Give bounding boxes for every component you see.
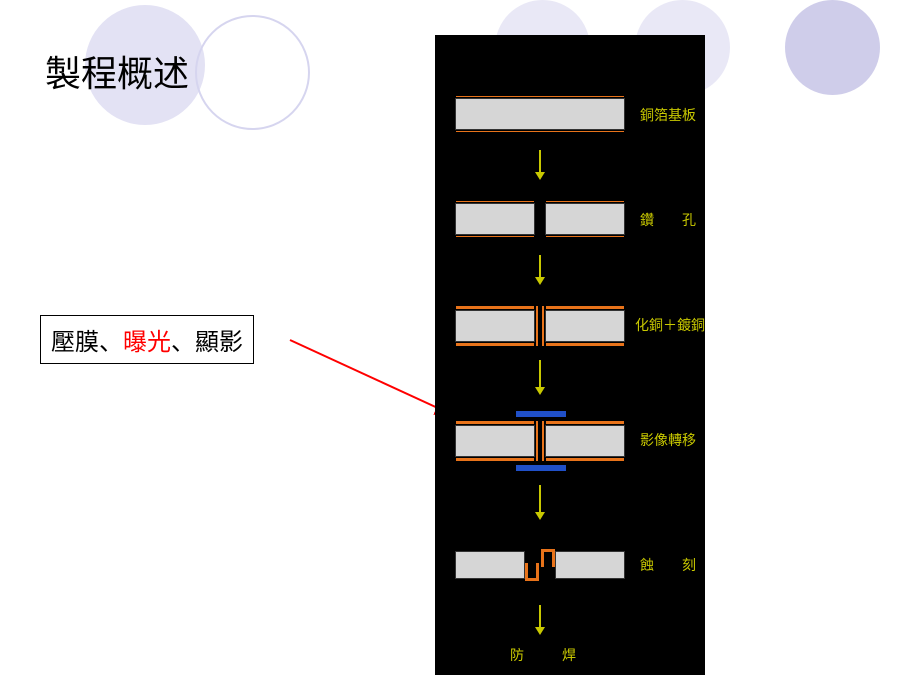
flow-arrow-head [535,512,545,520]
flow-arrow-head [535,387,545,395]
step-label: 影像轉移 [640,430,696,450]
flow-arrow [539,360,541,387]
substrate-block [545,425,625,457]
flow-arrow [539,150,541,172]
flow-arrow-head [535,627,545,635]
step-label: 蝕 刻 [640,555,696,575]
process-diagram: 銅箔基板鑽 孔化銅＋鍍銅影像轉移蝕 刻防 焊 [435,35,705,675]
flow-arrow [539,255,541,277]
annotation-text: 壓膜、 [51,329,123,356]
etch-shape [541,549,555,567]
bg-circle [785,0,880,95]
substrate-block [455,310,535,342]
step-label: 化銅＋鍍銅 [635,315,705,335]
copper-via [535,420,539,462]
copper-layer [545,342,625,347]
substrate-block [555,551,625,579]
copper-layer [455,342,535,347]
annotation-highlight: 曝光 [123,329,171,356]
substrate-block [455,551,525,579]
etch-shape [525,563,539,581]
substrate-block [545,203,625,235]
substrate-block [455,203,535,235]
copper-layer [545,235,625,238]
substrate-block [455,425,535,457]
flow-arrow [539,485,541,512]
resist-layer [515,464,567,472]
page-title: 製程概述 [45,45,189,97]
step-label: 銅箔基板 [640,105,696,125]
copper-layer [545,457,625,462]
step-label: 鑽 孔 [640,210,696,230]
resist-layer [515,410,567,418]
flow-arrow [539,605,541,627]
substrate-block [545,310,625,342]
substrate-block [455,98,625,130]
copper-layer [455,457,535,462]
flow-arrow-head [535,172,545,180]
copper-layer [455,130,625,133]
copper-via [535,305,539,347]
bottom-step-label: 防 焊 [510,645,588,665]
copper-via [541,305,545,347]
copper-via [541,420,545,462]
copper-layer [455,235,535,238]
annotation-box: 壓膜、曝光、顯影 [40,315,254,364]
flow-arrow-head [535,277,545,285]
bg-circle [195,15,310,130]
annotation-text: 、顯影 [171,329,243,356]
